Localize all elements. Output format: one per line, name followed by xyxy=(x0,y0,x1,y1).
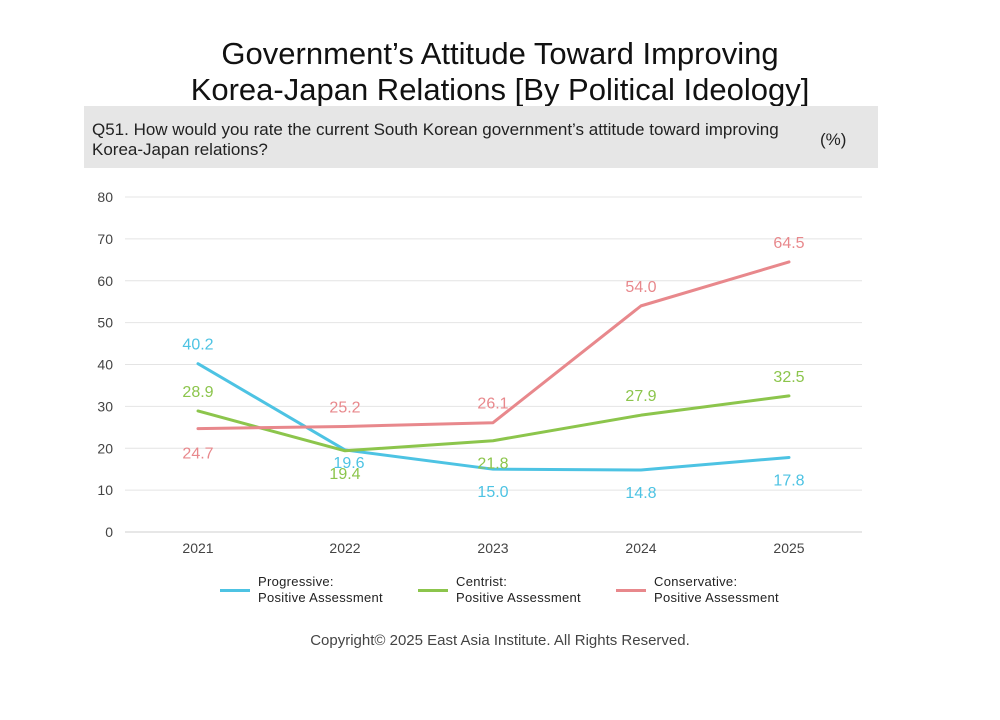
legend-label-centrist: Centrist: Positive Assessment xyxy=(456,574,581,605)
question-text: Q51. How would you rate the current Sout… xyxy=(92,120,779,159)
y-tick-label: 10 xyxy=(97,482,113,498)
data-label: 28.9 xyxy=(182,384,213,401)
y-tick-label: 40 xyxy=(97,357,113,373)
legend-item-progressive: Progressive: Positive Assessment xyxy=(220,574,383,606)
series-line-0 xyxy=(196,362,791,472)
series-line-1 xyxy=(196,394,791,453)
data-label: 26.1 xyxy=(477,396,508,413)
legend-item-centrist: Centrist: Positive Assessment xyxy=(418,574,581,606)
data-label: 19.4 xyxy=(329,466,360,483)
chart-title-line-2: Korea-Japan Relations [By Political Ideo… xyxy=(190,72,810,107)
y-tick-label: 70 xyxy=(97,231,113,247)
y-tick-label: 80 xyxy=(97,189,113,205)
unit-label: (%) xyxy=(820,130,847,149)
question-box: Q51. How would you rate the current Sout… xyxy=(84,106,878,168)
x-tick-label: 2023 xyxy=(477,540,508,556)
chart-title-line-1: Government’s Attitude Toward Improving xyxy=(221,36,779,71)
y-tick-label: 50 xyxy=(97,315,113,331)
legend: Progressive: Positive Assessment Centris… xyxy=(0,574,1000,614)
data-label: 24.7 xyxy=(182,446,213,463)
data-label: 19.6 xyxy=(333,455,364,472)
data-label: 54.0 xyxy=(625,279,656,296)
x-tick-label: 2022 xyxy=(329,540,360,556)
x-tick-label: 2021 xyxy=(182,540,213,556)
legend-swatch-centrist xyxy=(418,588,448,592)
data-label: 32.5 xyxy=(773,369,804,386)
data-label: 14.8 xyxy=(625,485,656,502)
chart-title: Government’s Attitude Toward Improving K… xyxy=(0,36,1000,108)
x-tick-label: 2025 xyxy=(773,540,804,556)
copyright-text: Copyright© 2025 East Asia Institute. All… xyxy=(310,632,690,649)
data-label: 17.8 xyxy=(773,472,804,489)
data-label: 25.2 xyxy=(329,399,360,416)
legend-label-progressive: Progressive: Positive Assessment xyxy=(258,574,383,605)
x-tick-label: 2024 xyxy=(625,540,656,556)
data-label: 15.0 xyxy=(477,484,508,501)
y-tick-label: 60 xyxy=(97,273,113,289)
y-tick-label: 30 xyxy=(97,398,113,414)
legend-item-conservative: Conservative: Positive Assessment xyxy=(616,574,779,606)
legend-swatch-conservative xyxy=(616,588,646,592)
y-tick-label: 20 xyxy=(97,440,113,456)
legend-swatch-progressive xyxy=(220,588,250,592)
y-tick-label: 0 xyxy=(105,524,113,540)
series-line-2 xyxy=(196,260,791,431)
data-label: 40.2 xyxy=(182,337,213,354)
data-label: 64.5 xyxy=(773,235,804,252)
data-label: 21.8 xyxy=(477,456,508,473)
legend-label-conservative: Conservative: Positive Assessment xyxy=(654,574,779,605)
data-label: 27.9 xyxy=(625,388,656,405)
